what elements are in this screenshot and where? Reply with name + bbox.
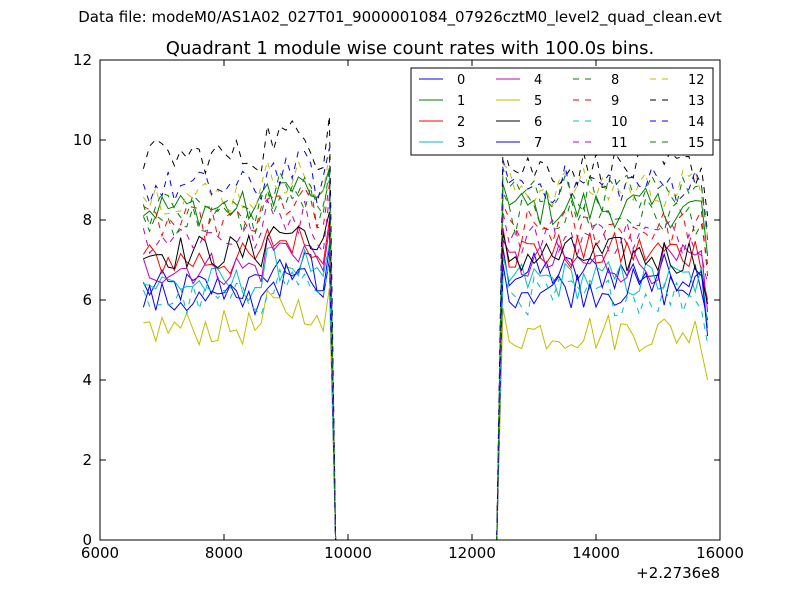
x-tick-label: 10000 [324, 544, 372, 562]
y-tick-label: 10 [73, 131, 92, 149]
y-tick-label: 8 [82, 211, 92, 229]
legend-label: 14 [688, 115, 705, 130]
series-line-7 [142, 259, 709, 541]
series-line-12 [142, 155, 709, 541]
legend-label: 6 [534, 115, 542, 130]
y-tick-label: 12 [73, 51, 92, 69]
x-tick-label: 8000 [205, 544, 243, 562]
series-line-1 [143, 167, 709, 541]
x-tick-label: 14000 [572, 544, 620, 562]
legend-label: 4 [534, 73, 542, 88]
series-line-0 [142, 247, 709, 541]
x-tick-label: 16000 [696, 544, 744, 562]
y-tick-label: 0 [82, 531, 92, 549]
series-line-2 [142, 219, 709, 541]
series-line-5 [143, 287, 709, 541]
series-line-6 [143, 211, 709, 541]
y-tick-label: 4 [82, 371, 92, 389]
legend-label: 5 [534, 94, 542, 109]
legend-label: 0 [457, 73, 465, 88]
series-line-3 [143, 243, 709, 541]
legend-label: 13 [688, 94, 705, 109]
legend-label: 1 [457, 94, 465, 109]
y-tick-label: 2 [82, 451, 92, 469]
y-tick-label: 6 [82, 291, 92, 309]
x-tick-label: 6000 [81, 544, 119, 562]
x-tick-label: 12000 [448, 544, 496, 562]
chart-title: Quadrant 1 module wise count rates with … [166, 38, 655, 59]
plot-lines [142, 115, 709, 541]
series-line-15 [142, 167, 709, 541]
data-file-title: Data file: modeM0/AS1A02_027T01_90000010… [78, 8, 722, 26]
legend-label: 10 [611, 115, 628, 130]
legend-label: 9 [611, 94, 619, 109]
legend-label: 3 [457, 136, 465, 151]
series-line-14 [142, 147, 709, 541]
series-line-8 [142, 179, 709, 541]
series-line-10 [142, 259, 709, 541]
series-line-11 [142, 195, 709, 541]
legend-label: 11 [611, 136, 628, 151]
legend-label: 2 [457, 115, 465, 130]
x-axis-offset-label: +2.2736e8 [636, 564, 720, 582]
legend-frame [410, 67, 714, 156]
legend-label: 12 [688, 73, 705, 88]
series-line-13 [142, 115, 709, 541]
legend-label: 15 [688, 136, 705, 151]
legend-label: 7 [534, 136, 542, 151]
series-line-9 [143, 183, 709, 541]
legend-label: 8 [611, 73, 619, 88]
